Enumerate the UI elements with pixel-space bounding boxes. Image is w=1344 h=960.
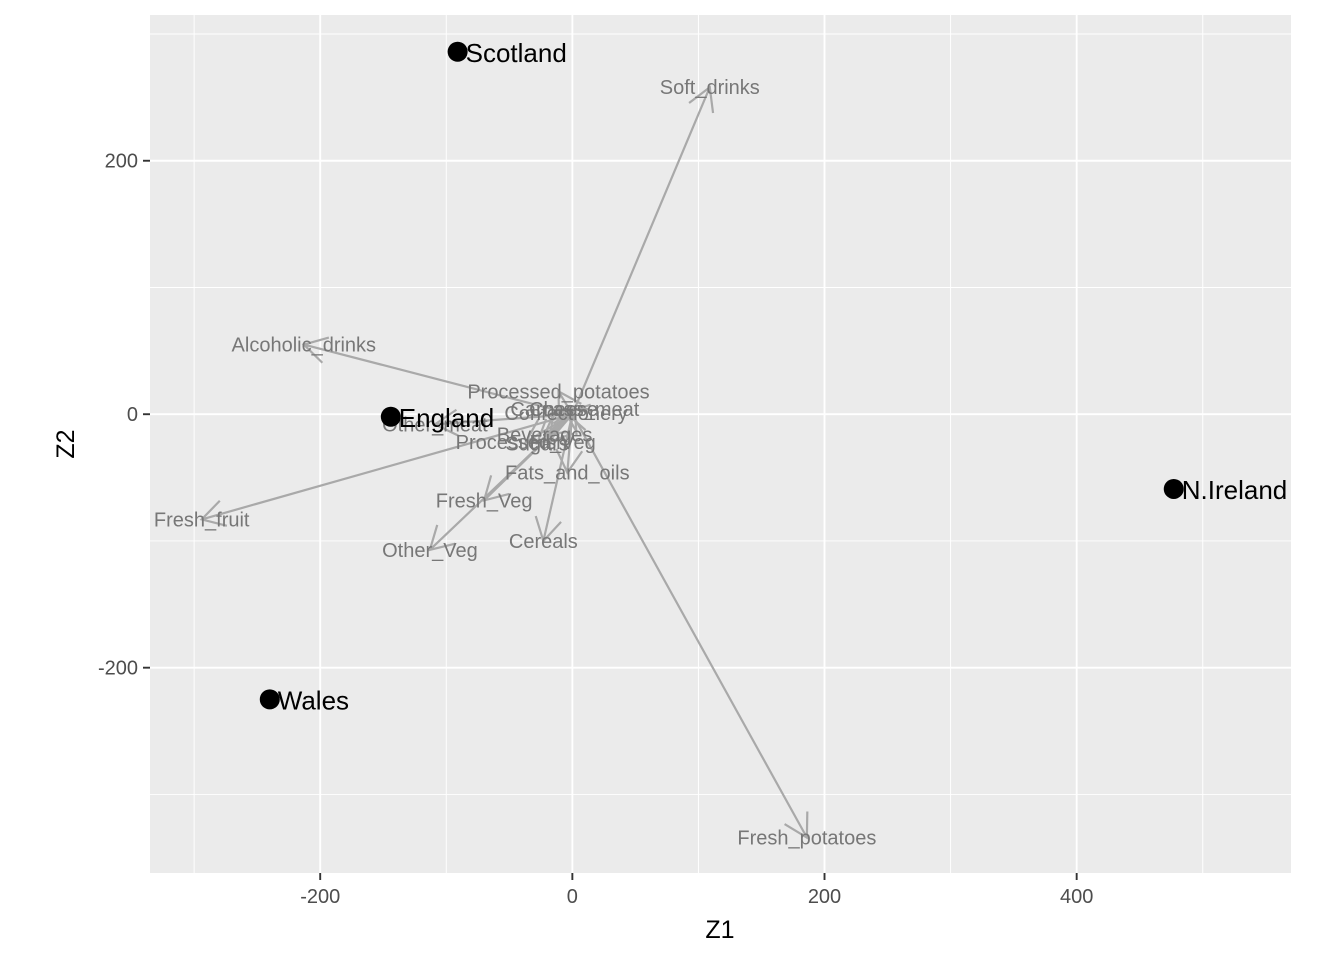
observation-point (1163, 478, 1184, 499)
y-tick-label: 200 (105, 151, 138, 173)
x-tick-label: 0 (567, 886, 578, 908)
x-tick-label: 400 (1060, 886, 1093, 908)
loading-label: Processed_potatoes (467, 381, 649, 403)
loading-label: Confectionery (504, 403, 627, 425)
loading-arrow (301, 336, 573, 416)
x-tick-label: 200 (808, 886, 841, 908)
observation-point (380, 406, 401, 427)
loading-label: Fresh_potatoes (737, 828, 876, 850)
loading-label: Fish (530, 432, 568, 454)
loading-arrow (432, 408, 573, 437)
major-gridlines (150, 15, 1291, 873)
loading-arrow (557, 389, 582, 418)
observation-label: Wales (278, 685, 349, 715)
loading-label: Alcoholic_drinks (232, 335, 377, 357)
loading-arrow (199, 413, 573, 527)
loading-label: Fresh_fruit (154, 509, 250, 531)
x-tick-label: -200 (300, 886, 340, 908)
loading-label: Cereals (509, 531, 578, 553)
observation-labels: England Wales Scotland N.Ireland (278, 38, 1287, 716)
observation-label: N.Ireland (1182, 475, 1288, 505)
loading-arrow (571, 413, 809, 840)
minor-gridlines (150, 15, 1291, 873)
loading-label: Cheese (529, 399, 598, 421)
loading-arrow (555, 414, 584, 475)
plot-panel (150, 15, 1291, 873)
y-axis-title: Z2 (52, 429, 80, 458)
loading-arrow (428, 413, 574, 552)
loading-label: Sugars (505, 433, 568, 455)
loading-label: Carcass_meat (510, 399, 639, 421)
loading-labels: Soft_drinks Alcoholic_drinks Processed_pot… (154, 77, 876, 849)
y-axis: -200 0 200 (98, 151, 150, 680)
loading-label: Soft_drinks (660, 77, 760, 99)
loading-label: Processed_Veg (456, 432, 596, 454)
loading-arrow (534, 413, 574, 544)
loading-arrows (199, 85, 809, 840)
loading-label: Fresh_Veg (436, 490, 533, 512)
loading-label: Other_Veg (382, 540, 478, 562)
loading-label: Other_meat (382, 414, 488, 436)
loading-label: Beverages (497, 424, 593, 446)
x-axis: -200 0 200 400 (300, 873, 1093, 908)
observation-label: Scotland (466, 38, 567, 68)
observation-point (447, 41, 468, 62)
y-tick-label: -200 (98, 658, 138, 680)
loading-label: Fats_and_oils (505, 463, 630, 485)
observation-point (259, 689, 280, 710)
y-tick-label: 0 (127, 404, 138, 426)
loading-arrow (571, 85, 715, 415)
observation-label: England (399, 403, 494, 433)
x-axis-title: Z1 (705, 916, 734, 944)
observation-points (259, 41, 1184, 710)
